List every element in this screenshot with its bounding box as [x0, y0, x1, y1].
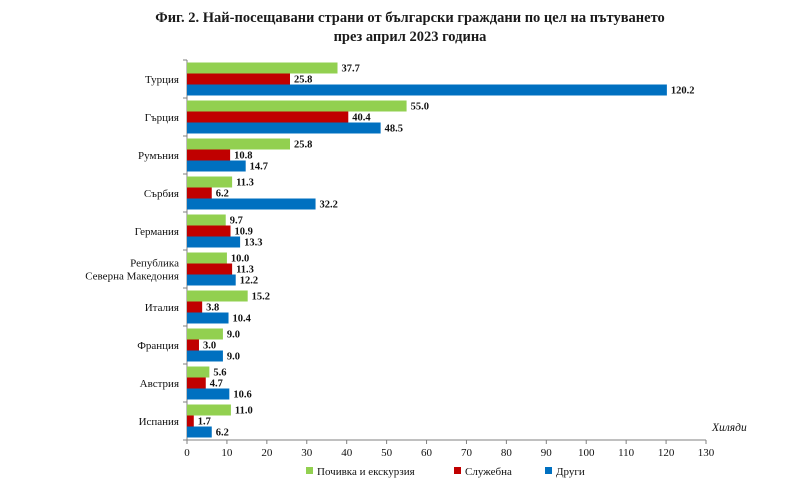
legend-swatch: [545, 467, 552, 474]
data-label: 9.0: [227, 352, 240, 363]
data-label: 11.3: [236, 178, 254, 189]
data-label: 10.9: [235, 227, 253, 238]
data-label: 9.7: [230, 216, 243, 227]
data-label: 9.0: [227, 330, 240, 341]
category-label: Сърбия: [144, 188, 179, 200]
x-tick-label: 20: [261, 447, 273, 459]
bar-leisure: [187, 138, 291, 150]
category-label: Северна Македония: [85, 271, 179, 283]
bar-other: [187, 388, 230, 400]
chart-title-line-1: Фиг. 2. Най-посещавани страни от българс…: [155, 10, 665, 26]
bar-leisure: [187, 328, 223, 340]
data-label: 48.5: [385, 124, 403, 135]
legend-swatch: [306, 467, 313, 474]
x-tick-label: 110: [618, 447, 635, 459]
category-label: Турция: [145, 74, 179, 86]
data-label: 6.2: [216, 189, 229, 200]
data-label: 40.4: [352, 113, 371, 124]
data-label: 3.0: [203, 341, 216, 352]
data-label: 12.2: [240, 276, 258, 287]
x-tick-label: 50: [381, 447, 393, 459]
unit-label: Хиляди: [711, 422, 747, 434]
bar-business: [187, 149, 231, 161]
x-tick-label: 0: [184, 447, 190, 459]
plot-area: 0 10 20 30 40 50 60 70 80 90 100 110 120 130 Турция Гър…: [85, 59, 715, 459]
bar-leisure: [187, 404, 231, 416]
data-label: 55.0: [411, 102, 429, 113]
bar-leisure: [187, 100, 407, 112]
data-label: 1.7: [198, 417, 211, 428]
bar-business: [187, 339, 199, 351]
legend-label: Служебна: [465, 466, 512, 478]
chart-title-line-2: през април 2023 година: [334, 29, 488, 45]
data-label: 10.6: [233, 390, 251, 401]
category-label: Италия: [145, 302, 179, 314]
data-label: 15.2: [252, 292, 270, 303]
data-label: 14.7: [250, 162, 268, 173]
bar-other: [187, 198, 316, 210]
legend-label: Други: [556, 466, 585, 478]
bar-leisure: [187, 290, 248, 302]
data-label: 25.8: [294, 75, 312, 86]
legend-swatch: [454, 467, 461, 474]
x-tick-label: 30: [301, 447, 313, 459]
category-label: Австрия: [140, 378, 179, 390]
data-label: 11.0: [235, 406, 253, 417]
data-label: 10.4: [233, 314, 252, 325]
bar-other: [187, 426, 212, 438]
bar-leisure: [187, 176, 233, 188]
bar-business: [187, 301, 203, 313]
bar-business: [187, 225, 231, 237]
x-tick-label: 60: [421, 447, 433, 459]
bar-business: [187, 111, 349, 123]
bar-business: [187, 263, 233, 275]
data-label: 4.7: [210, 379, 223, 390]
bar-other: [187, 84, 667, 96]
data-label: 3.8: [206, 303, 219, 314]
x-tick-label: 130: [698, 447, 715, 459]
bar-business: [187, 187, 212, 199]
category-label: Румъния: [138, 150, 179, 162]
bar-other: [187, 236, 241, 248]
data-label: 25.8: [294, 140, 312, 151]
bar-business: [187, 73, 291, 85]
bar-business: [187, 415, 194, 427]
bar-leisure: [187, 366, 210, 378]
bar-business: [187, 377, 206, 389]
data-label: 6.2: [216, 428, 229, 439]
bar-other: [187, 350, 223, 362]
category-label: Испания: [139, 416, 179, 428]
data-label: 120.2: [671, 86, 695, 97]
bar-leisure: [187, 62, 338, 74]
data-label: 37.7: [342, 64, 360, 75]
data-label: 5.6: [213, 368, 226, 379]
data-label: 10.8: [234, 151, 252, 162]
x-tick-label: 70: [461, 447, 473, 459]
x-tick-label: 80: [501, 447, 513, 459]
category-label: Франция: [137, 340, 179, 352]
x-tick-label: 90: [541, 447, 553, 459]
bar-leisure: [187, 214, 226, 226]
data-label: 13.3: [244, 238, 262, 249]
category-label: Германия: [135, 226, 179, 238]
data-label: 11.3: [236, 265, 254, 276]
bar-other: [187, 160, 246, 172]
legend: Почивка и екскурзия Служебна Други: [306, 466, 585, 478]
bar-other: [187, 312, 229, 324]
x-tick-label: 100: [578, 447, 595, 459]
bar-other: [187, 122, 381, 134]
bar-other: [187, 274, 236, 286]
bar-leisure: [187, 252, 227, 264]
x-tick-label: 10: [221, 447, 233, 459]
data-label: 10.0: [231, 254, 249, 265]
data-label: 32.2: [320, 200, 338, 211]
category-label: Република: [130, 258, 179, 270]
category-label: Гърция: [145, 112, 179, 124]
x-tick-label: 40: [341, 447, 353, 459]
legend-label: Почивка и екскурзия: [317, 466, 415, 478]
x-tick-label: 120: [658, 447, 675, 459]
